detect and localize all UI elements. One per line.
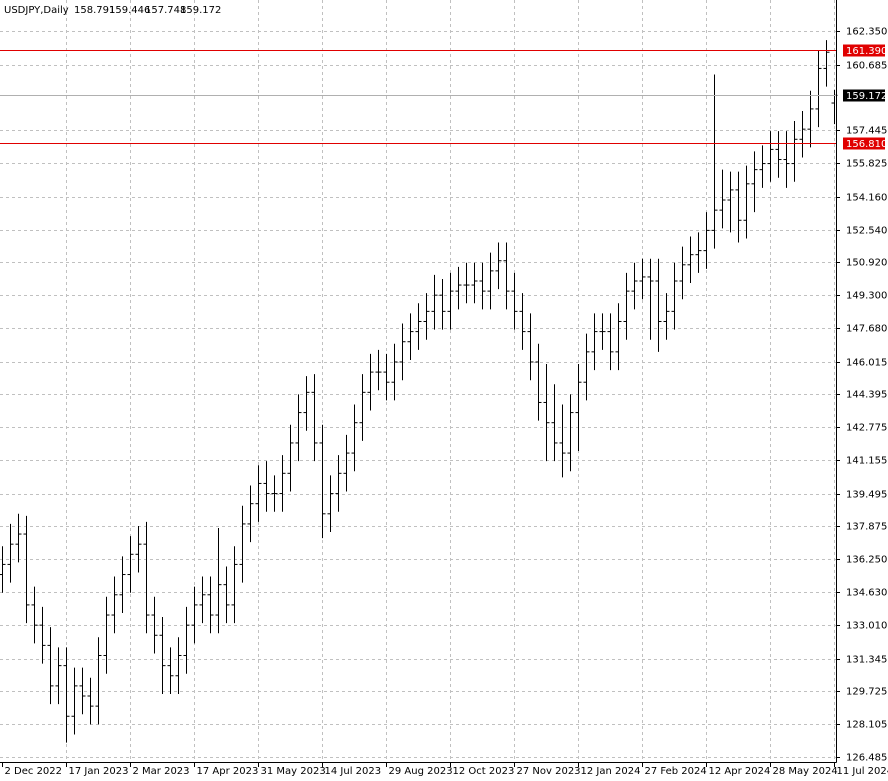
bars — [0, 40, 838, 743]
x-tick-label: 12 Jan 2024 — [581, 766, 641, 777]
header-open: 158.791 — [74, 5, 115, 16]
y-tick-label: 152.540 — [846, 226, 887, 237]
y-tick-label: 160.685 — [846, 61, 887, 72]
x-tick-label: 28 May 2024 — [773, 766, 838, 777]
x-tick-label: 11 Jul 2024 — [837, 766, 888, 777]
x-tick-label: 27 Nov 2023 — [517, 766, 581, 777]
y-tick-label: 147.680 — [846, 324, 887, 335]
level-label-box — [843, 44, 885, 57]
y-tick-label: 131.345 — [846, 655, 887, 666]
x-tick-label: 17 Apr 2023 — [197, 766, 259, 777]
y-tick-label: 134.630 — [846, 588, 887, 599]
level-label: 161.390 — [846, 46, 887, 57]
y-tick-label: 142.775 — [846, 423, 887, 434]
x-tick-label: 12 Apr 2024 — [709, 766, 771, 777]
y-tick-label: 133.010 — [846, 621, 887, 632]
grid — [0, 0, 836, 762]
x-tick-label: 17 Jan 2023 — [69, 766, 129, 777]
y-tick-label: 136.250 — [846, 555, 887, 566]
y-tick-label: 146.015 — [846, 358, 887, 369]
level-label-box — [843, 137, 885, 150]
y-tick-label: 137.875 — [846, 522, 887, 533]
header-close: 159.172 — [180, 5, 221, 16]
level-label: 156.810 — [846, 139, 887, 150]
y-tick-label: 155.825 — [846, 159, 887, 170]
y-tick-label: 162.350 — [846, 27, 887, 38]
level-label: 159.172 — [846, 91, 887, 102]
y-tick-label: 154.160 — [846, 193, 887, 204]
x-tick-label: 27 Feb 2024 — [645, 766, 707, 777]
y-tick-label: 128.105 — [846, 720, 887, 731]
y-tick-label: 144.395 — [846, 390, 887, 401]
x-tick-label: 31 May 2023 — [261, 766, 326, 777]
y-tick-label: 149.300 — [846, 291, 887, 302]
x-tick-label: 2 Dec 2022 — [5, 766, 63, 777]
x-tick-label: 2 Mar 2023 — [133, 766, 190, 777]
chart-title: USDJPY,Daily — [4, 5, 69, 16]
x-tick-label: 29 Aug 2023 — [389, 766, 453, 777]
y-tick-label: 157.445 — [846, 126, 887, 137]
y-tick-label: 141.155 — [846, 456, 887, 467]
y-tick-label: 126.485 — [846, 753, 887, 764]
x-tick-label: 12 Oct 2023 — [453, 766, 515, 777]
y-tick-label: 150.920 — [846, 258, 887, 269]
header-low: 157.748 — [145, 5, 186, 16]
y-tick-label: 129.725 — [846, 687, 887, 698]
level-label-box — [843, 89, 885, 102]
y-tick-label: 139.495 — [846, 490, 887, 501]
x-tick-label: 14 Jul 2023 — [325, 766, 382, 777]
header-high: 159.446 — [109, 5, 150, 16]
